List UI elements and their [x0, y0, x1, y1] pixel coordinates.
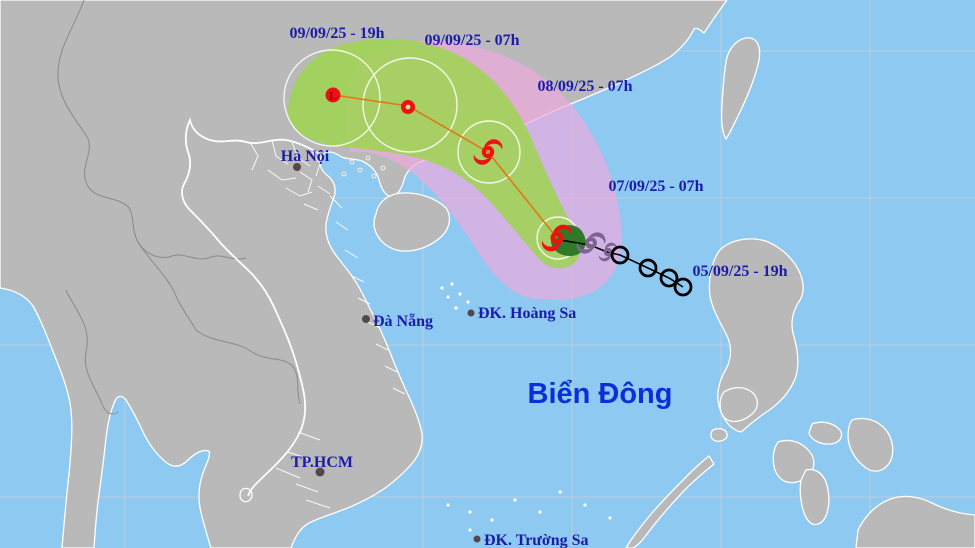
hainan-island: [373, 192, 451, 252]
past-position-circle: [673, 277, 693, 297]
city-dots: [293, 163, 481, 543]
depression-ring-hole: [405, 104, 411, 110]
hanoi-label: Hà Nội: [281, 148, 330, 165]
forecast-track-line: [333, 94, 558, 239]
vietnam-border: [181, 117, 406, 509]
track-time-labels: 09/09/25 - 19h 09/09/25 - 07h 08/09/25 -…: [289, 25, 787, 280]
past-position-circle: [659, 268, 679, 288]
sea-name-label: Biển Đông: [528, 378, 673, 410]
mindanao-island: [855, 495, 975, 548]
label-forecast-0909-19h: 09/09/25 - 19h: [289, 25, 384, 42]
past-position-circle: [610, 245, 630, 265]
mindoro-island: [719, 386, 759, 423]
truongsa-dot: [473, 535, 481, 543]
samar-island: [847, 417, 894, 472]
forecast-area-cone: [288, 38, 581, 269]
forecast-circle-24h: [457, 120, 521, 184]
luzon-island: [708, 238, 804, 433]
low-pressure-icon: [325, 87, 341, 103]
small-island: [710, 427, 728, 442]
halong-islets: [341, 155, 386, 179]
spratly-islets: [446, 490, 612, 532]
forecast-circle-48h: [362, 57, 458, 153]
label-forecast-0909-07h: 09/09/25 - 07h: [424, 32, 519, 49]
label-position-0509-19h: 05/09/25 - 19h: [692, 263, 787, 280]
forecast-circle-72h: [283, 49, 381, 147]
truongsa-label: ĐK. Trường Sa: [484, 532, 589, 548]
past-position-markers: [610, 245, 693, 297]
country-borders: [57, 0, 301, 415]
hoangsa-label: ĐK. Hoàng Sa: [478, 305, 576, 322]
paracel-islets: [440, 282, 470, 310]
label-forecast-0809-07h: 08/09/25 - 07h: [537, 78, 632, 95]
low-pressure-letter: L: [329, 89, 337, 103]
label-position-0709-07h: 07/09/25 - 07h: [608, 178, 703, 195]
phuquoc-island: [239, 487, 253, 503]
palawan-island: [625, 455, 715, 548]
tphcm-label: TP.HCM: [291, 454, 353, 471]
taiwan-island: [720, 37, 761, 140]
danang-label: Đà Nẵng: [373, 313, 433, 330]
past-position-circle: [638, 258, 658, 278]
province-borders: [249, 139, 406, 509]
city-labels: Hà Nội Đà Nẵng ĐK. Hoàng Sa TP.HCM ĐK. T…: [281, 148, 589, 548]
hanoi-dot: [293, 163, 301, 171]
negros-island: [799, 468, 830, 526]
hoangsa-dot: [467, 309, 475, 317]
tphcm-dot: [315, 467, 325, 477]
danang-dot: [362, 315, 370, 323]
masbate-island: [808, 421, 843, 445]
